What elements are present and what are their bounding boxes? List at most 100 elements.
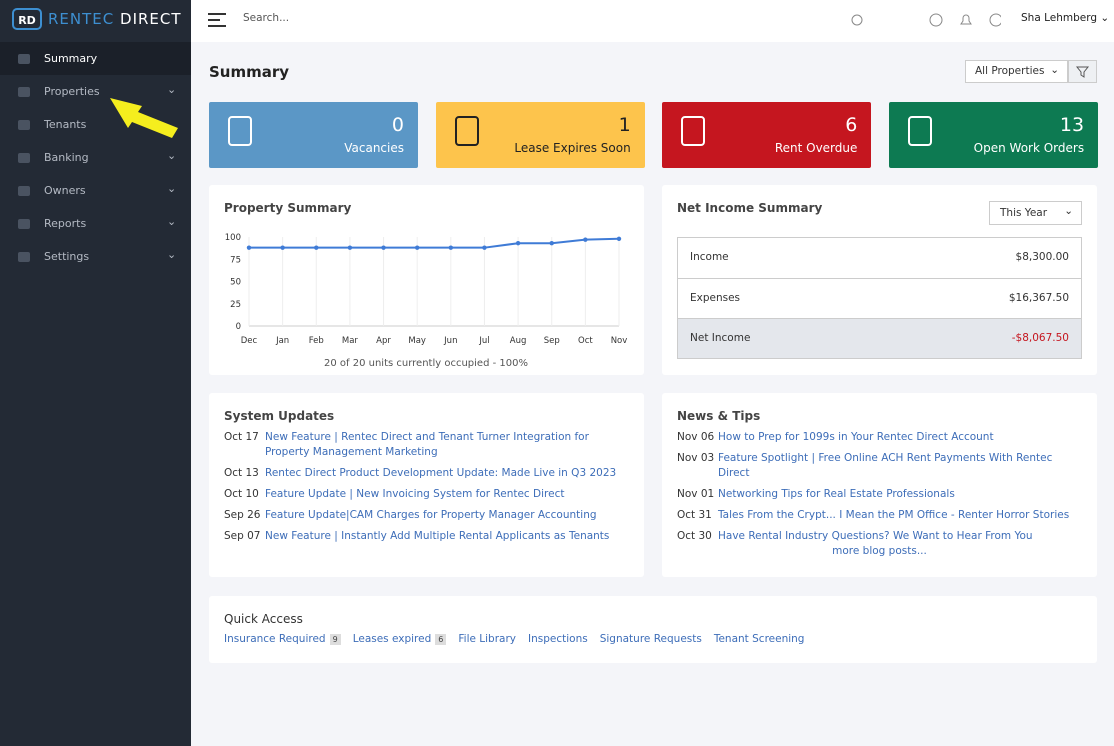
item-link[interactable]: Tales From the Crypt... I Mean the PM Of…: [718, 509, 1070, 521]
income-table: Income $8,300.00 Expenses $16,367.50 Net Inc…: [677, 237, 1082, 359]
item-link[interactable]: New Feature | Instantly Add Multiple Ren…: [265, 530, 610, 542]
nav-item[interactable]: Owners ⌄: [0, 174, 191, 207]
icon-shape: [18, 153, 30, 163]
chevron: ⌄: [167, 83, 177, 96]
property-filter[interactable]: All Properties ⌄: [965, 60, 1068, 83]
menu-icon[interactable]: [208, 12, 228, 28]
x-tick-label: Jan: [275, 336, 289, 346]
nav-icon: [18, 219, 30, 229]
nav-icon: [18, 153, 30, 163]
filter-button[interactable]: [1068, 60, 1097, 83]
quick-link[interactable]: Leases expired: [352, 633, 432, 645]
item-link[interactable]: New Feature | Rentec Direct and Tenant T…: [265, 431, 589, 458]
period-select[interactable]: This Year ⌄: [989, 201, 1082, 225]
nav-item[interactable]: Summary: [0, 42, 191, 75]
panel-title: News & Tips: [677, 409, 761, 423]
quick-link[interactable]: File Library: [458, 633, 516, 645]
line: [249, 237, 620, 249]
nav-item[interactable]: Tenants: [0, 108, 191, 141]
row-label: Income: [690, 251, 729, 263]
stat-card[interactable]: 0 Vacancies: [209, 102, 418, 168]
x-tick-label: Nov: [611, 336, 628, 346]
list-item: Oct 30 Have Rental Industry Questions? We…: [677, 529, 1087, 544]
list-item: Sep 26 Feature Update|CAM Charges for Pro…: [224, 508, 624, 523]
item-link[interactable]: Feature Update|CAM Charges for Property …: [265, 509, 597, 521]
icon-shape: [18, 186, 30, 196]
top-icons: [851, 13, 1001, 27]
x-tick-label: Jul: [478, 336, 489, 346]
nav-item[interactable]: Settings ⌄: [0, 240, 191, 273]
stat-card[interactable]: 6 Rent Overdue: [662, 102, 872, 168]
item-date: Oct 31: [677, 509, 712, 521]
y-tick-label: 25: [230, 300, 241, 310]
x-tick-label: Feb: [309, 336, 324, 346]
nav-label: Settings: [44, 250, 90, 263]
item-link[interactable]: Feature Update | New Invoicing System fo…: [265, 488, 565, 500]
user-menu[interactable]: Sha Lehmberg ⌄: [1021, 12, 1110, 24]
nav-item[interactable]: Banking ⌄: [0, 141, 191, 174]
quick-link[interactable]: Insurance Required: [224, 633, 326, 645]
icon-shape: [681, 116, 706, 146]
list-item: Sep 07 New Feature | Instantly Add Multip…: [224, 529, 624, 544]
y-tick-label: 75: [230, 255, 241, 265]
quick-link[interactable]: Tenant Screening: [713, 633, 805, 645]
x-tick-label: Jun: [443, 336, 457, 346]
stat-card[interactable]: 1 Lease Expires Soon: [435, 102, 645, 168]
card-icon: [681, 116, 706, 146]
point: [280, 245, 285, 250]
card-label: Rent Overdue: [774, 141, 858, 155]
income-row: Net Income -$8,067.50: [678, 318, 1081, 358]
item-link[interactable]: Have Rental Industry Questions? We Want …: [718, 530, 1033, 542]
nav-item[interactable]: Properties ⌄: [0, 75, 191, 108]
quick-access: Quick Access Insurance Required 9 Leases e…: [209, 596, 1097, 663]
quick-link[interactable]: Signature Requests: [599, 633, 702, 645]
card-icon: [228, 116, 252, 146]
x-tick-label: Dec: [241, 336, 258, 346]
card-label: Lease Expires Soon: [514, 141, 631, 155]
card-value: 0: [391, 114, 404, 136]
chart-note: 20 of 20 units currently occupied - 100%: [324, 358, 528, 369]
item-link[interactable]: Networking Tips for Real Estate Professi…: [718, 488, 955, 500]
icon-shape: [18, 54, 30, 64]
nav-label: Banking: [44, 151, 89, 164]
income-row: Expenses $16,367.50: [678, 278, 1081, 318]
search[interactable]: Search...: [243, 12, 290, 24]
x-tick-label: Mar: [342, 336, 359, 346]
quick-link-group: Leases expired 6: [353, 633, 447, 645]
icon-shape: [18, 87, 30, 97]
nav-label: Reports: [44, 217, 87, 230]
nav-label: Tenants: [44, 118, 87, 131]
item-date: Sep 26: [224, 509, 261, 521]
icon-shape: [228, 116, 252, 146]
card-value: 6: [845, 114, 858, 136]
x-tick-label: May: [408, 336, 426, 346]
point: [448, 245, 454, 250]
quick-link-group: File Library: [458, 633, 516, 645]
panel-title: System Updates: [224, 409, 335, 423]
nav-item[interactable]: Reports ⌄: [0, 207, 191, 240]
more-link[interactable]: more blog posts...: [832, 545, 927, 557]
news-tips: News & Tips Nov 06 How to Prep for 1099s …: [662, 393, 1097, 577]
count-badge: 6: [435, 634, 447, 645]
card-value: 13: [1059, 114, 1085, 136]
topbar: Search... Sha Lehmberg ⌄: [191, 0, 1114, 42]
item-date: Oct 30: [677, 530, 712, 542]
item-date: Oct 17: [224, 431, 259, 443]
chevron: ⌄: [167, 248, 177, 261]
item-date: Nov 06: [677, 431, 715, 443]
system-updates: System Updates Oct 17 New Feature | Rente…: [209, 393, 644, 577]
y-tick-label: 100: [225, 233, 241, 243]
quick-link[interactable]: Inspections: [528, 633, 588, 645]
item-link[interactable]: How to Prep for 1099s in Your Rentec Dir…: [718, 431, 994, 443]
item-link[interactable]: Feature Spotlight | Free Online ACH Rent…: [718, 452, 1053, 479]
stat-card[interactable]: 13 Open Work Orders: [889, 102, 1099, 168]
point: [616, 236, 622, 241]
point: [381, 245, 386, 250]
x-tick-label: Oct: [578, 336, 593, 346]
x-tick-label: Sep: [544, 336, 560, 346]
card-icon: [454, 116, 479, 146]
quick-link-group: Signature Requests: [600, 633, 702, 645]
arrow-annotation: [110, 98, 178, 138]
icon-shape: [18, 120, 30, 130]
item-link[interactable]: Rentec Direct Product Development Update…: [265, 467, 617, 479]
